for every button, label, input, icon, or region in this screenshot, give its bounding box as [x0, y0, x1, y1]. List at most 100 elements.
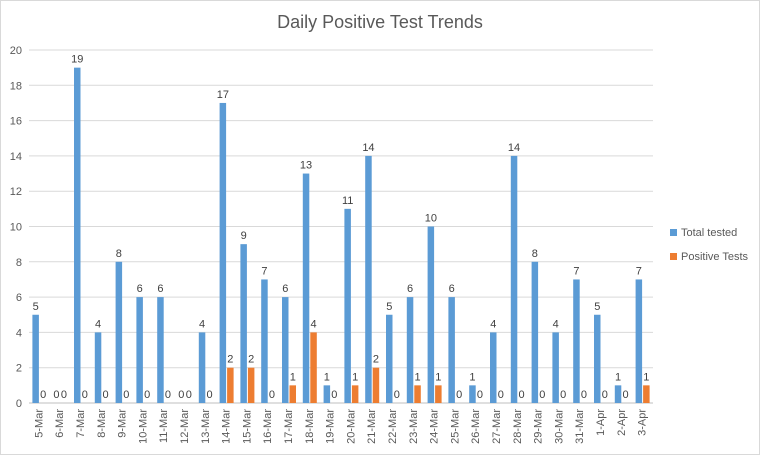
data-label: 0: [539, 389, 545, 401]
data-label: 0: [518, 389, 524, 401]
x-tick-label: 18-Mar: [304, 409, 316, 444]
data-label: 14: [508, 142, 520, 154]
bar: [365, 155, 372, 403]
bar: [448, 297, 455, 403]
data-label: 0: [581, 389, 587, 401]
x-tick-label: 22-Mar: [387, 409, 399, 444]
x-tick-label: 1-Apr: [595, 409, 607, 436]
legend-label-positive-tests: Positive Tests: [681, 251, 749, 263]
data-label: 1: [469, 371, 475, 383]
x-tick-label: 26-Mar: [470, 409, 482, 444]
data-label: 2: [373, 354, 379, 366]
data-label: 1: [615, 371, 621, 383]
data-label: 0: [102, 389, 108, 401]
y-tick-label: 18: [10, 80, 22, 92]
x-tick-label: 23-Mar: [408, 409, 420, 444]
data-label: 0: [477, 389, 483, 401]
x-tick-label: 29-Mar: [533, 409, 545, 444]
bar: [323, 385, 331, 403]
data-label: 0: [269, 389, 275, 401]
legend-swatch-positive-tests: [670, 253, 677, 260]
x-tick-label: 24-Mar: [429, 409, 441, 444]
x-tick-label: 8-Mar: [96, 409, 108, 438]
data-label: 0: [178, 389, 184, 401]
data-label: 17: [217, 89, 229, 101]
legend: Total tested Positive Tests: [670, 227, 749, 263]
x-tick-label: 30-Mar: [553, 409, 565, 444]
y-tick-label: 6: [16, 292, 22, 304]
legend-swatch-total-tested: [670, 229, 677, 236]
x-tick-label: 14-Mar: [221, 409, 233, 444]
x-tick-label: 16-Mar: [262, 409, 274, 444]
bar: [32, 314, 39, 403]
data-label: 1: [324, 371, 330, 383]
data-label: 7: [261, 265, 267, 277]
y-tick-label: 14: [10, 151, 22, 163]
data-label: 6: [157, 283, 163, 295]
gridlines: [29, 49, 653, 404]
bar: [490, 332, 497, 403]
bar: [552, 332, 559, 403]
bar: [74, 67, 81, 404]
x-tick-label: 27-Mar: [491, 409, 503, 444]
y-tick-label: 20: [10, 45, 22, 57]
bar: [240, 244, 247, 403]
data-label: 0: [82, 389, 88, 401]
y-tick-label: 8: [16, 257, 22, 269]
x-tick-label: 31-Mar: [574, 409, 586, 444]
data-label: 6: [449, 283, 455, 295]
x-tick-label: 20-Mar: [345, 409, 357, 444]
data-label: 1: [290, 371, 296, 383]
bar: [414, 385, 421, 403]
data-label: 0: [206, 389, 212, 401]
data-label: 6: [282, 283, 288, 295]
bar: [614, 385, 622, 403]
x-tick-label: 17-Mar: [283, 409, 295, 444]
bar: [427, 226, 435, 403]
data-label: 0: [144, 389, 150, 401]
data-label: 6: [407, 283, 413, 295]
data-label: 0: [394, 389, 400, 401]
bar: [136, 297, 143, 403]
x-tick-label: 13-Mar: [200, 409, 212, 444]
legend-label-total-tested: Total tested: [681, 227, 737, 239]
y-tick-label: 16: [10, 116, 22, 128]
bar: [435, 385, 442, 403]
bar: [115, 261, 123, 403]
data-label: 5: [594, 301, 600, 313]
data-label: 0: [331, 389, 337, 401]
chart-title: Daily Positive Test Trends: [277, 12, 483, 32]
data-label: 4: [490, 318, 496, 330]
x-tick-label: 12-Mar: [179, 409, 191, 444]
bar: [351, 385, 359, 403]
data-label: 0: [186, 389, 192, 401]
data-label: 10: [425, 213, 437, 225]
data-label: 5: [33, 301, 39, 313]
bar: [386, 314, 393, 403]
data-label: 14: [362, 142, 374, 154]
x-tick-label: 19-Mar: [325, 409, 337, 444]
data-label: 0: [53, 389, 59, 401]
data-label: 7: [636, 265, 642, 277]
bar: [531, 261, 539, 403]
data-label: 4: [95, 318, 101, 330]
x-tick-label: 2-Apr: [616, 409, 628, 436]
bar: [643, 385, 650, 403]
bar: [247, 367, 255, 403]
bar: [198, 332, 206, 403]
y-tick-label: 10: [10, 222, 22, 234]
x-tick-label: 21-Mar: [366, 409, 378, 444]
data-label: 8: [532, 248, 538, 260]
data-label: 1: [643, 371, 649, 383]
x-tick-label: 7-Mar: [75, 409, 87, 438]
data-label: 13: [300, 160, 312, 172]
y-tick-label: 0: [16, 398, 22, 410]
x-tick-label: 9-Mar: [117, 409, 129, 438]
bar: [372, 367, 380, 403]
data-label: 0: [123, 389, 129, 401]
data-label: 8: [116, 248, 122, 260]
y-tick-label: 12: [10, 186, 22, 198]
